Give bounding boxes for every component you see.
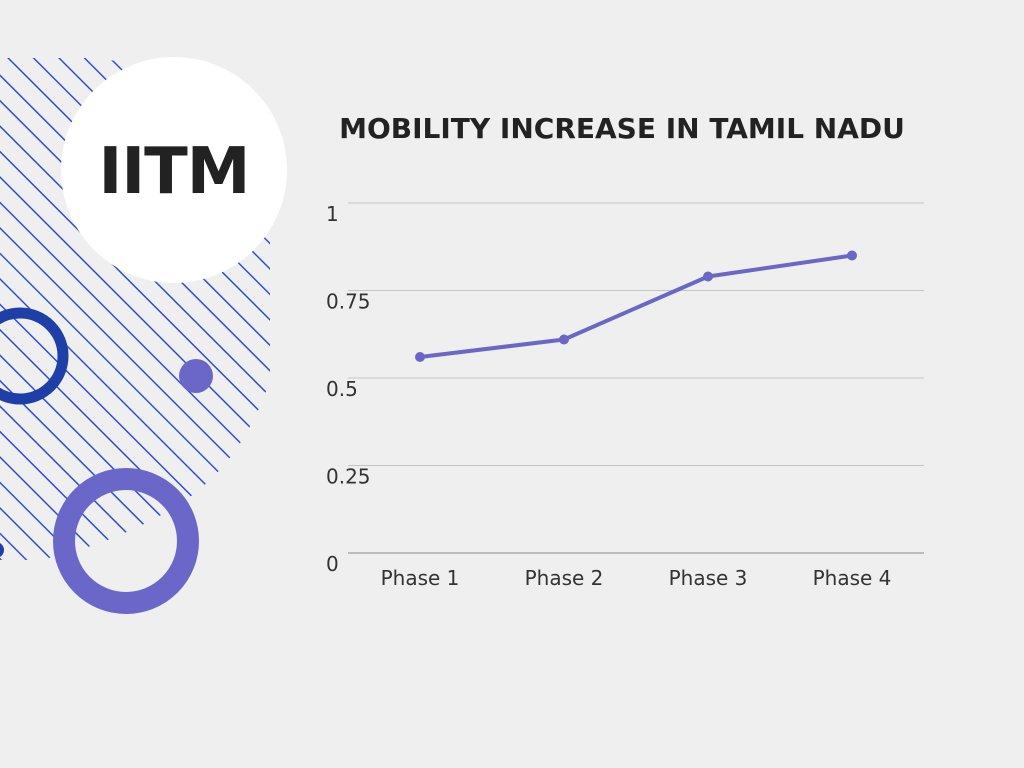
y-tick-label: 1	[326, 202, 339, 226]
data-point	[703, 271, 713, 282]
x-tick-label: Phase 4	[813, 566, 892, 590]
logo-circle	[61, 57, 287, 283]
data-point	[415, 352, 425, 362]
y-tick-label: 0.25	[326, 465, 371, 489]
large-ring-shape	[53, 468, 199, 614]
x-tick-label: Phase 1	[381, 566, 460, 590]
series-mobility	[415, 250, 857, 362]
small-dot-shape	[179, 359, 213, 393]
y-tick-label: 0.5	[326, 377, 358, 401]
chart-title: MOBILITY INCREASE IN TAMIL NADU	[339, 112, 905, 145]
series-line	[418, 253, 854, 359]
logo-text: IITM	[98, 135, 251, 209]
y-tick-label: 0	[326, 552, 339, 576]
x-tick-label: Phase 3	[669, 566, 748, 590]
x-tick-label: Phase 2	[525, 566, 604, 590]
edge-dot-shape	[0, 543, 4, 557]
dark-ring-shape	[0, 307, 69, 405]
y-tick-label: 0.75	[326, 290, 371, 314]
grid-lines	[348, 202, 924, 554]
x-axis-ticks: Phase 1 Phase 2 Phase 3 Phase 4	[381, 566, 892, 590]
data-point	[559, 334, 569, 345]
y-axis-ticks: 0 0.25 0.5 0.75 1	[326, 202, 371, 576]
data-point	[847, 250, 857, 261]
